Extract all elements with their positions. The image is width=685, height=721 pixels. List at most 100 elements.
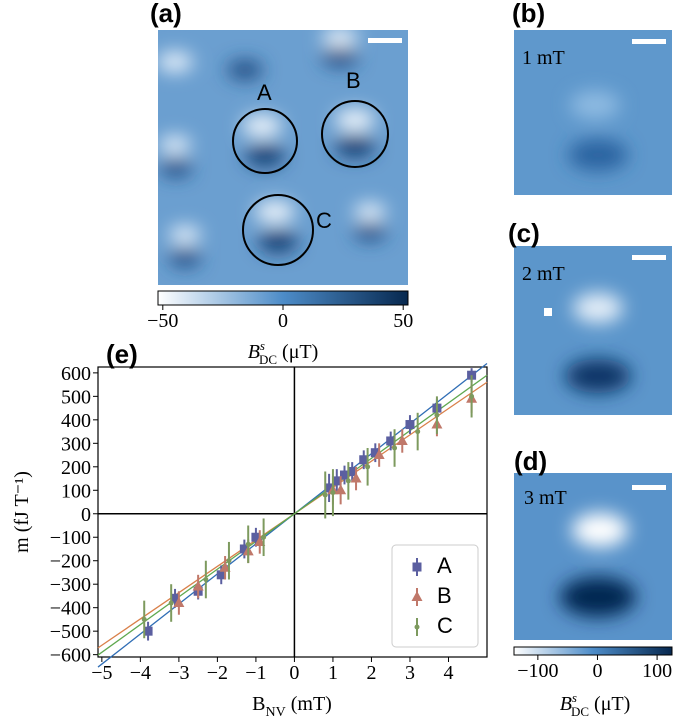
tick-label: 100 bbox=[642, 660, 672, 682]
marker bbox=[386, 436, 396, 446]
x-tick-label: 0 bbox=[289, 662, 299, 684]
legend-swatch bbox=[414, 624, 420, 630]
marker bbox=[469, 393, 475, 399]
legend-swatch bbox=[411, 591, 423, 601]
tick-label: 50 bbox=[393, 310, 413, 332]
marker bbox=[347, 466, 357, 476]
marker bbox=[415, 429, 421, 435]
x-tick-label: 4 bbox=[443, 662, 453, 684]
legend-swatch bbox=[412, 562, 422, 572]
marker bbox=[322, 492, 328, 498]
label-part: NV bbox=[266, 705, 286, 720]
label-part: B bbox=[248, 341, 260, 363]
label-part: DC bbox=[571, 704, 589, 719]
x-tick-label: 3 bbox=[405, 662, 415, 684]
marker bbox=[345, 478, 351, 484]
colorbar-label: Bs DC (μT) bbox=[560, 690, 631, 719]
tick-label: 0 bbox=[278, 310, 288, 332]
label-part: (mT) bbox=[286, 693, 332, 715]
marker bbox=[170, 593, 180, 603]
annotation: C bbox=[316, 208, 332, 233]
marker bbox=[251, 532, 261, 542]
marker bbox=[335, 484, 347, 495]
marker bbox=[219, 561, 231, 572]
annotation: 1 mT bbox=[522, 47, 565, 69]
x-axis-label: BNV (mT) bbox=[252, 693, 332, 720]
x-tick-label: −1 bbox=[245, 662, 266, 684]
marker bbox=[373, 449, 385, 460]
y-tick-label: −500 bbox=[50, 621, 91, 643]
y-tick-label: 100 bbox=[61, 480, 91, 502]
marker bbox=[396, 434, 408, 445]
marker bbox=[350, 472, 362, 483]
y-tick-label: 0 bbox=[81, 504, 91, 526]
marker bbox=[203, 577, 209, 583]
tick-label: −50 bbox=[147, 310, 178, 332]
marker bbox=[254, 535, 266, 546]
y-axis-label: m (fJ T⁻¹) bbox=[11, 471, 33, 553]
marker bbox=[324, 483, 334, 493]
x-tick-label: −4 bbox=[130, 662, 151, 684]
annotation: 3 mT bbox=[524, 487, 567, 509]
marker bbox=[245, 541, 251, 547]
marker bbox=[434, 412, 440, 418]
label-part: s bbox=[260, 338, 265, 353]
legend-label: A bbox=[437, 553, 452, 578]
y-tick-label: 300 bbox=[61, 433, 91, 455]
magnetic-image-b bbox=[514, 30, 672, 195]
marker bbox=[405, 420, 415, 430]
marker bbox=[392, 445, 398, 451]
annotation: B bbox=[346, 68, 361, 93]
panel-label: (b) bbox=[512, 0, 545, 28]
legend-label: B bbox=[437, 583, 452, 608]
panel-label: (a) bbox=[150, 0, 182, 28]
y-tick-label: −200 bbox=[50, 551, 91, 573]
marker bbox=[359, 455, 369, 465]
magnetic-image-c bbox=[514, 246, 672, 415]
marker bbox=[168, 600, 174, 606]
x-tick-label: −3 bbox=[168, 662, 189, 684]
label-part: DC bbox=[259, 352, 277, 367]
colorbar bbox=[513, 646, 673, 656]
y-tick-label: 400 bbox=[61, 410, 91, 432]
label-part: B bbox=[252, 693, 265, 715]
y-tick-label: −100 bbox=[50, 527, 91, 549]
legend-label: C bbox=[437, 613, 453, 638]
marker bbox=[226, 558, 232, 564]
marker bbox=[239, 544, 249, 554]
marker bbox=[261, 534, 267, 540]
panel-label: (c) bbox=[508, 218, 540, 248]
colorbar bbox=[157, 290, 409, 306]
y-tick-label: −300 bbox=[50, 574, 91, 596]
marker bbox=[330, 490, 336, 496]
magnetic-image-d bbox=[514, 473, 672, 640]
y-tick-label: 200 bbox=[61, 457, 91, 479]
x-tick-label: 1 bbox=[328, 662, 338, 684]
marker bbox=[143, 626, 153, 636]
y-tick-label: 600 bbox=[61, 363, 91, 385]
legend-box bbox=[391, 544, 479, 648]
plot-frame bbox=[97, 366, 488, 658]
tick-label: 0 bbox=[592, 660, 602, 682]
marker bbox=[332, 476, 342, 486]
x-tick-label: −5 bbox=[91, 662, 112, 684]
marker bbox=[216, 570, 226, 580]
label-part: (μT) bbox=[589, 693, 630, 715]
magnetic-image-a bbox=[158, 30, 408, 285]
marker bbox=[339, 470, 349, 480]
fit-line bbox=[97, 374, 488, 656]
y-tick-label: 500 bbox=[61, 386, 91, 408]
panel-label: (e) bbox=[106, 339, 138, 369]
colorbar-label: Bs DC (μT) bbox=[248, 338, 319, 367]
marker bbox=[370, 448, 380, 458]
panel-label: (d) bbox=[514, 446, 547, 476]
y-tick-label: −600 bbox=[50, 645, 91, 667]
marker bbox=[365, 464, 371, 470]
label-part: B bbox=[560, 693, 572, 715]
tick-label: −100 bbox=[517, 660, 558, 682]
x-tick-label: −2 bbox=[207, 662, 228, 684]
y-tick-label: −400 bbox=[50, 598, 91, 620]
label-part: (μT) bbox=[277, 341, 318, 363]
marker bbox=[192, 580, 204, 591]
